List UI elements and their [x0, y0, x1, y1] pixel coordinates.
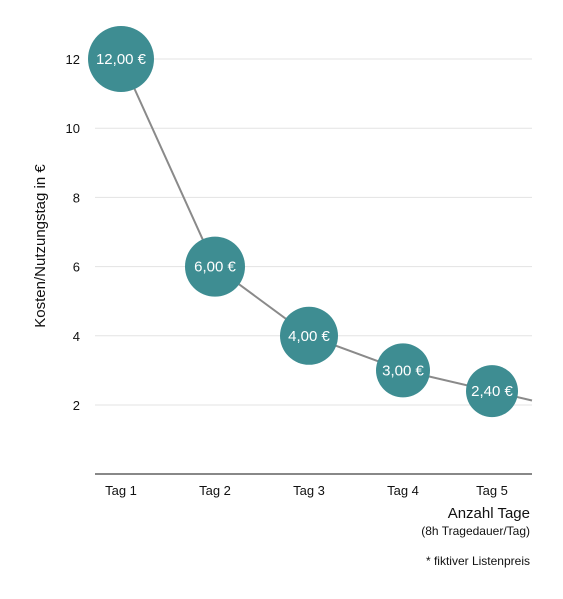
data-points: 12,00 € 6,00 € 4,00 € 3,00 € 2,40 € — [88, 26, 518, 418]
y-tick-label: 4 — [73, 329, 80, 344]
footnote: * fiktiver Listenpreis — [426, 554, 530, 568]
x-tick-label: Tag 4 — [387, 483, 419, 498]
grid-lines — [95, 58, 532, 475]
x-axis-title: Anzahl Tage — [448, 505, 530, 522]
data-label: 3,00 € — [382, 362, 424, 379]
data-label: 2,40 € — [471, 383, 513, 400]
data-point — [280, 306, 338, 365]
data-point — [466, 365, 518, 418]
x-axis-ticks: Tag 1 Tag 2 Tag 3 Tag 4 Tag 5 — [105, 483, 508, 498]
data-point — [88, 26, 154, 92]
data-label: 12,00 € — [96, 51, 147, 68]
x-tick-label: Tag 5 — [476, 483, 508, 498]
data-label: 6,00 € — [194, 259, 236, 276]
x-tick-label: Tag 3 — [293, 483, 325, 498]
data-point — [185, 236, 245, 297]
x-axis-subtitle: (8h Tragedauer/Tag) — [421, 524, 530, 538]
y-axis-ticks: 2 4 6 8 10 12 — [66, 52, 80, 413]
data-label: 4,00 € — [288, 328, 330, 345]
y-tick-label: 12 — [66, 52, 80, 67]
x-tick-label: Tag 1 — [105, 483, 137, 498]
y-tick-label: 8 — [73, 190, 80, 205]
y-tick-label: 2 — [73, 398, 80, 413]
x-tick-label: Tag 2 — [199, 483, 231, 498]
y-tick-label: 6 — [73, 260, 80, 275]
y-axis-title: Kosten/Nutzungstag in € — [32, 164, 49, 328]
y-tick-label: 10 — [66, 121, 80, 136]
data-point — [376, 343, 430, 398]
